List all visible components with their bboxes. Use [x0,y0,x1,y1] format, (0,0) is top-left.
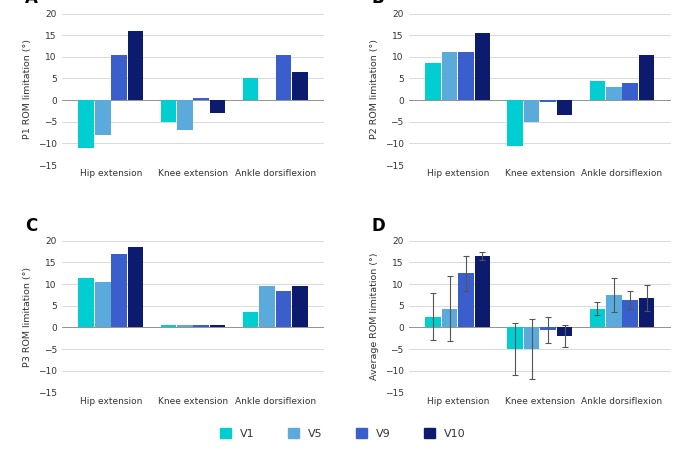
Bar [275,290,291,327]
Bar [95,100,110,135]
Bar [242,78,258,100]
Bar [160,100,176,122]
Bar [79,278,94,327]
Bar [475,256,490,327]
Bar [112,254,127,327]
Text: B: B [372,0,384,8]
Text: C: C [25,217,37,235]
Bar [590,309,605,327]
Bar [112,55,127,100]
Bar [557,327,573,336]
Bar [79,100,94,148]
Y-axis label: P1 ROM limitation (°): P1 ROM limitation (°) [23,39,32,139]
Bar [193,98,209,100]
Bar [160,325,176,327]
Bar [275,55,291,100]
Bar [540,100,556,102]
Bar [590,81,605,100]
Bar [475,33,490,100]
Bar [524,100,540,122]
Bar [177,100,192,130]
Bar [442,52,458,100]
Bar [639,299,654,327]
Bar [292,286,308,327]
Bar [193,325,209,327]
Bar [442,309,458,327]
Y-axis label: P2 ROM limitation (°): P2 ROM limitation (°) [370,39,379,139]
Bar [458,52,474,100]
Bar [292,72,308,100]
Bar [606,87,621,100]
Bar [606,295,621,327]
Bar [508,327,523,349]
Bar [259,286,275,327]
Bar [242,312,258,327]
Text: A: A [25,0,38,8]
Bar [95,282,110,327]
Bar [540,327,556,330]
Bar [557,100,573,115]
Bar [524,327,540,349]
Legend: V1, V5, V9, V10: V1, V5, V9, V10 [215,423,470,443]
Bar [128,247,143,327]
Bar [210,325,225,327]
Y-axis label: Average ROM limitation (°): Average ROM limitation (°) [370,253,379,380]
Bar [623,300,638,327]
Bar [425,317,441,327]
Y-axis label: P3 ROM limitation (°): P3 ROM limitation (°) [23,267,32,367]
Text: D: D [372,217,386,235]
Bar [128,31,143,100]
Bar [458,273,474,327]
Bar [425,63,441,100]
Bar [177,325,192,327]
Bar [623,83,638,100]
Bar [210,100,225,113]
Bar [639,55,654,100]
Bar [508,100,523,146]
